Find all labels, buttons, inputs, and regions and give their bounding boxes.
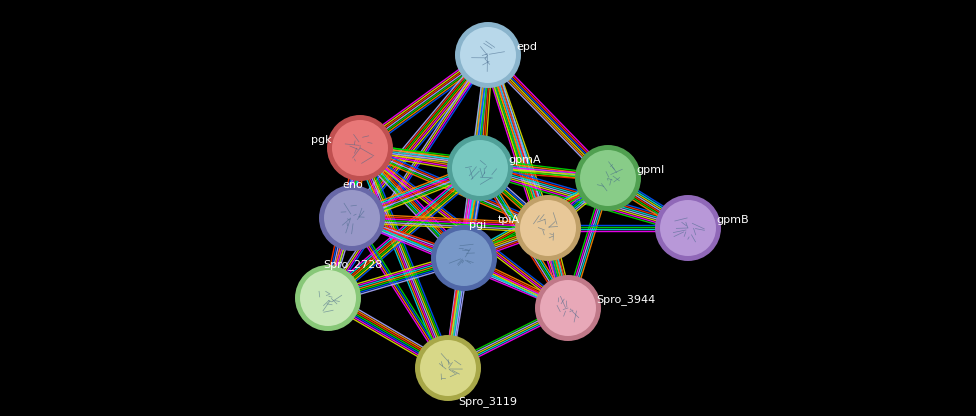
Circle shape bbox=[455, 22, 521, 88]
Circle shape bbox=[332, 120, 388, 176]
Circle shape bbox=[580, 150, 636, 206]
Text: tpiA: tpiA bbox=[498, 215, 520, 225]
Text: gpmA: gpmA bbox=[508, 155, 541, 165]
Circle shape bbox=[515, 195, 581, 261]
Circle shape bbox=[575, 145, 641, 211]
Circle shape bbox=[436, 230, 492, 286]
Circle shape bbox=[660, 200, 716, 256]
Circle shape bbox=[324, 190, 380, 246]
Text: Spro_2728: Spro_2728 bbox=[323, 259, 383, 270]
Text: gpmI: gpmI bbox=[636, 165, 665, 175]
Text: pgk: pgk bbox=[311, 135, 332, 145]
Circle shape bbox=[295, 265, 361, 331]
Circle shape bbox=[415, 335, 481, 401]
Text: Spro_3119: Spro_3119 bbox=[458, 396, 517, 407]
Circle shape bbox=[655, 195, 721, 261]
Text: pgi: pgi bbox=[469, 220, 486, 230]
Circle shape bbox=[300, 270, 356, 326]
Text: epd: epd bbox=[516, 42, 537, 52]
Text: Spro_3944: Spro_3944 bbox=[596, 295, 655, 305]
Circle shape bbox=[520, 200, 576, 256]
Circle shape bbox=[447, 135, 513, 201]
Circle shape bbox=[452, 140, 508, 196]
Text: gpmB: gpmB bbox=[716, 215, 749, 225]
Circle shape bbox=[327, 115, 393, 181]
Circle shape bbox=[535, 275, 601, 341]
Circle shape bbox=[420, 340, 476, 396]
Text: eno: eno bbox=[342, 180, 363, 190]
Circle shape bbox=[431, 225, 497, 291]
Circle shape bbox=[460, 27, 516, 83]
Circle shape bbox=[319, 185, 385, 251]
Circle shape bbox=[540, 280, 596, 336]
